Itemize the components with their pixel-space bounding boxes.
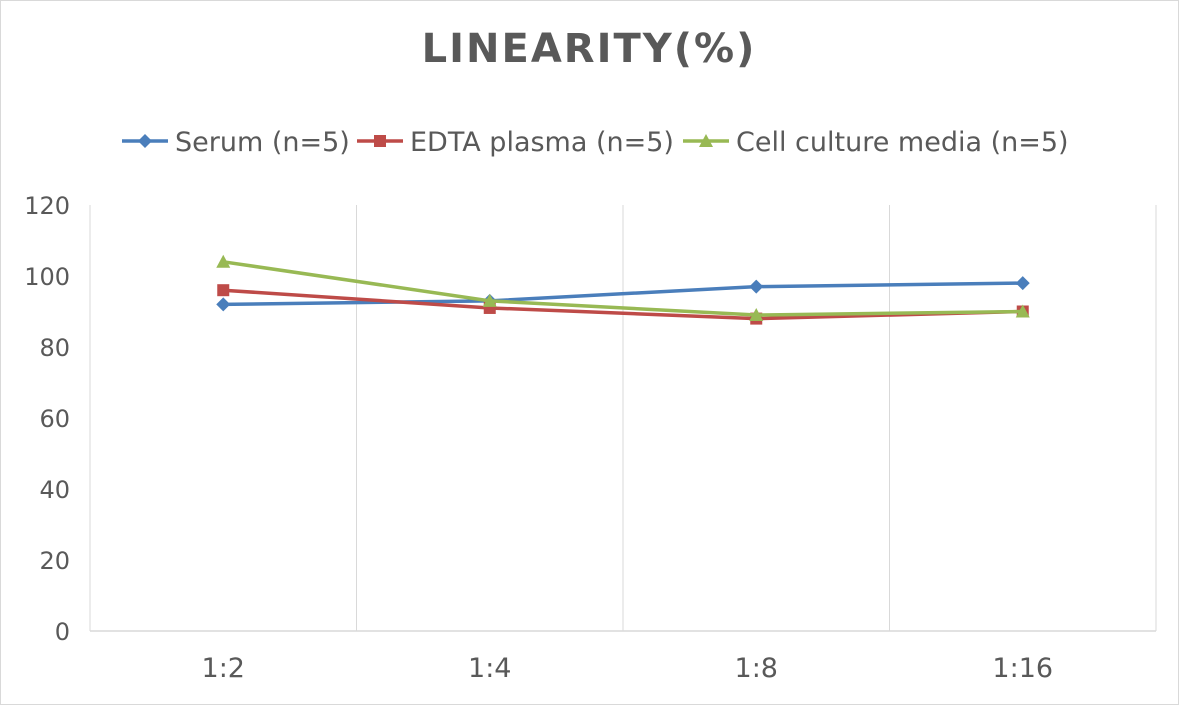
x-tick-label: 1:8 xyxy=(735,653,778,684)
series-line xyxy=(223,288,1023,321)
triangle-marker xyxy=(482,293,497,307)
legend: Serum (n=5) EDTA plasma (n=5) Cell culture… xyxy=(122,127,1069,158)
gridlines xyxy=(89,205,1157,632)
diamond-marker xyxy=(138,134,152,148)
y-tick-label: 80 xyxy=(39,334,70,362)
legend-label: EDTA plasma (n=5) xyxy=(410,127,674,158)
y-tick-label: 20 xyxy=(39,547,70,575)
triangle-marker xyxy=(749,308,764,322)
triangle-marker xyxy=(1015,304,1030,318)
legend-label: Cell culture media (n=5) xyxy=(736,127,1069,158)
y-tick-label: 60 xyxy=(39,405,70,433)
series-2 xyxy=(216,254,1030,322)
x-axis: 1:2 1:4 1:8 1:16 xyxy=(202,653,1054,684)
triangle-marker xyxy=(216,254,231,268)
series-line xyxy=(223,281,1023,307)
diamond-marker xyxy=(1015,276,1030,291)
x-tick-label: 1:4 xyxy=(468,653,511,684)
legend-label: Serum (n=5) xyxy=(175,127,350,158)
square-marker xyxy=(374,135,386,147)
series-group xyxy=(216,254,1030,325)
y-tick-label: 0 xyxy=(55,618,70,646)
triangle-marker xyxy=(699,134,713,147)
y-axis: 0 20 40 60 80 100 120 xyxy=(24,192,70,646)
series-line xyxy=(222,260,1023,317)
series-0 xyxy=(216,276,1030,312)
legend-item: Serum (n=5) xyxy=(122,127,350,158)
diamond-marker xyxy=(749,279,764,294)
y-tick-label: 40 xyxy=(39,476,70,504)
chart-title: LINEARITY(%) xyxy=(422,26,757,72)
diamond-marker xyxy=(216,297,231,312)
x-tick-label: 1:2 xyxy=(202,653,245,684)
square-marker xyxy=(217,284,230,297)
y-tick-label: 100 xyxy=(24,263,70,291)
legend-item: EDTA plasma (n=5) xyxy=(357,127,674,158)
x-tick-label: 1:16 xyxy=(992,653,1053,684)
y-tick-label: 120 xyxy=(24,192,70,220)
legend-item: Cell culture media (n=5) xyxy=(683,127,1069,158)
